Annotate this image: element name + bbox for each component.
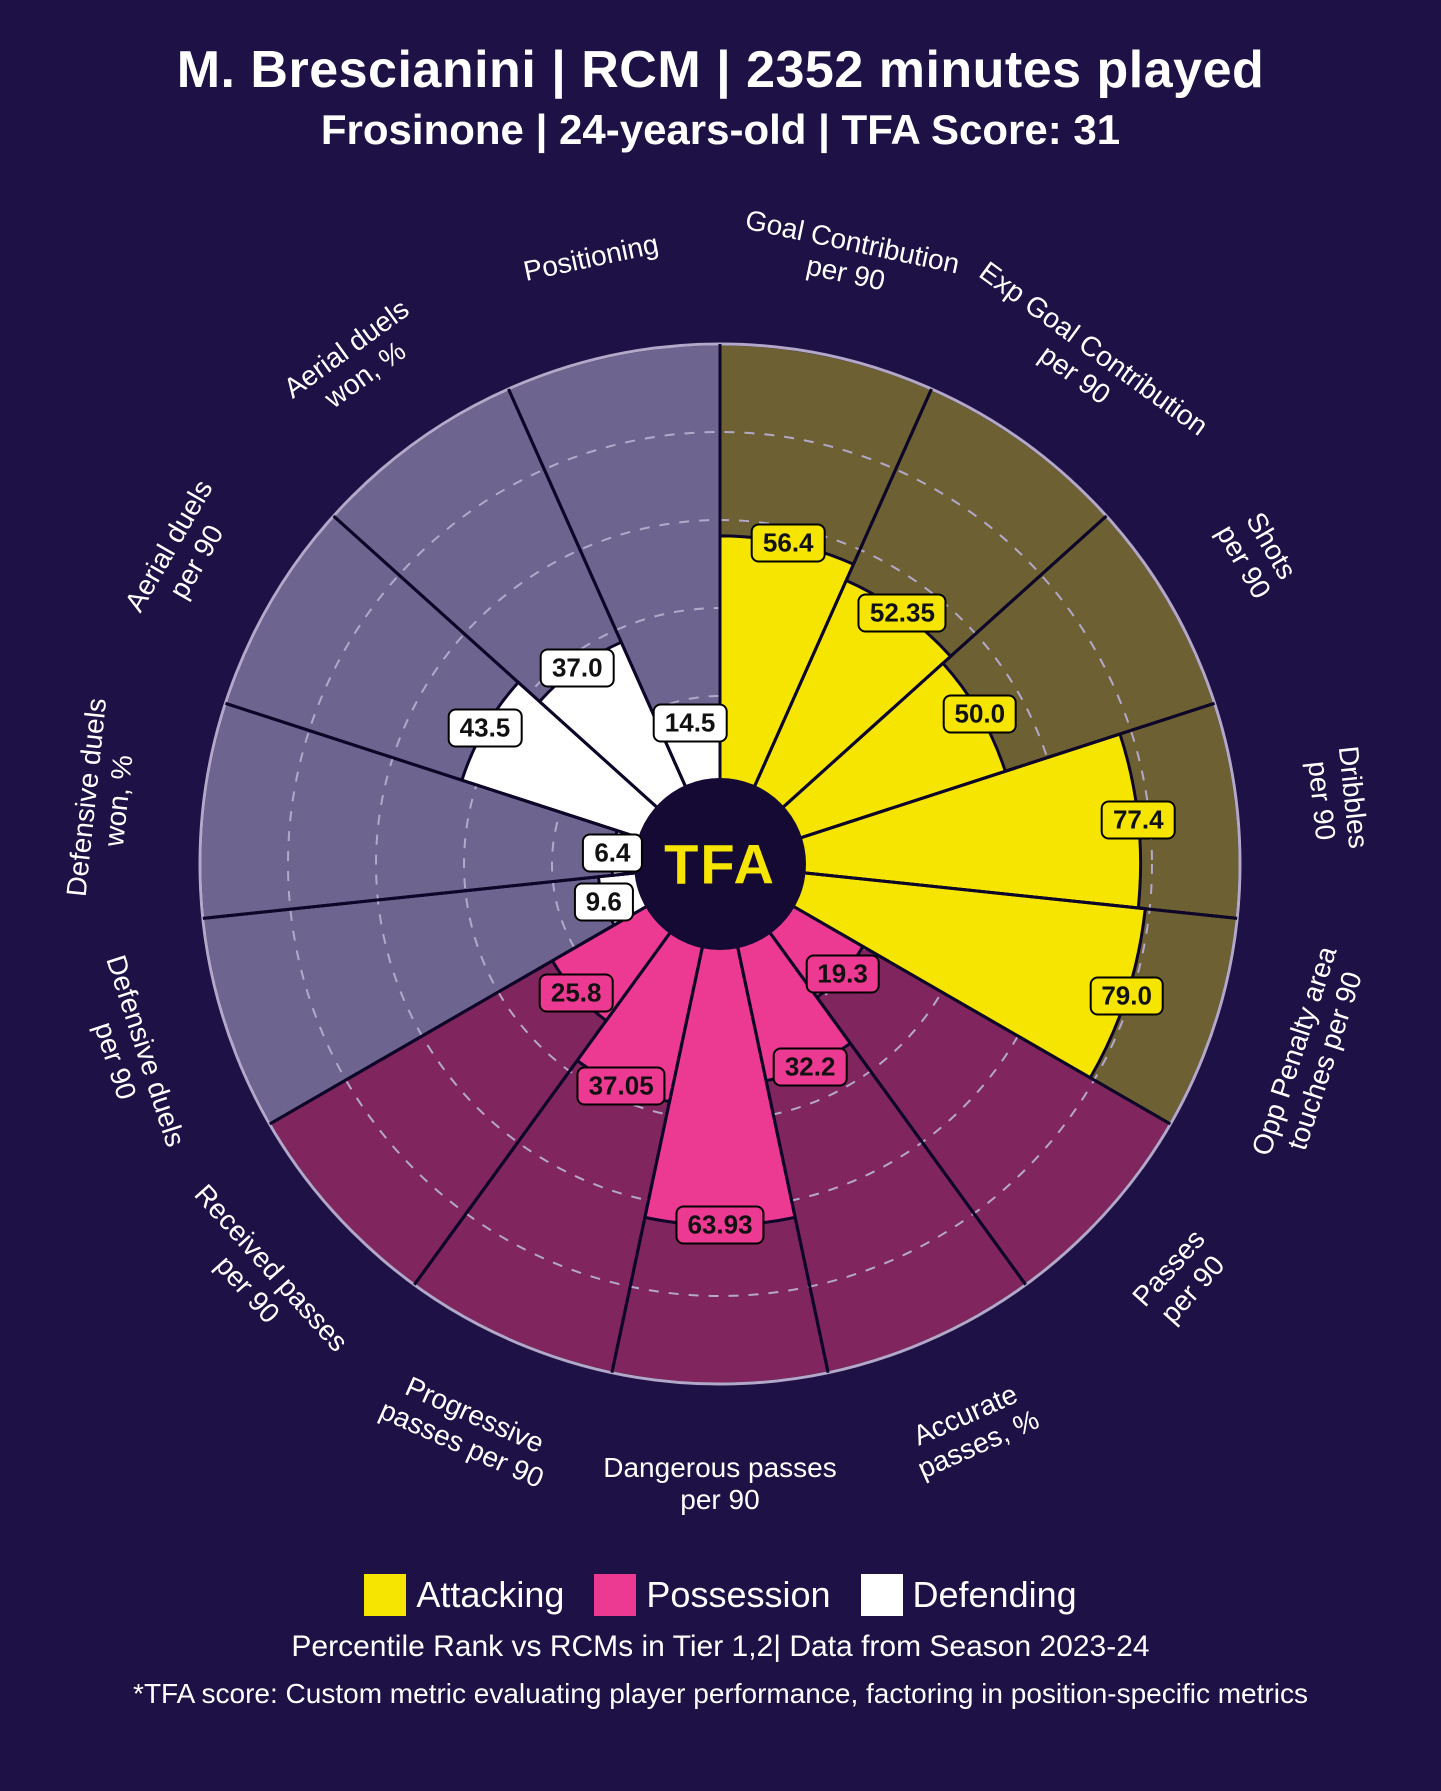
value-label: 79.0	[1089, 977, 1164, 1016]
value-label: 32.2	[773, 1047, 848, 1086]
value-label: 14.5	[653, 704, 728, 743]
legend-swatch	[594, 1574, 636, 1616]
value-label: 37.05	[577, 1067, 666, 1106]
value-label: 9.6	[574, 882, 634, 921]
legend: Attacking Possession Defending	[30, 1574, 1411, 1616]
value-label: 50.0	[942, 695, 1017, 734]
center-logo: TFA	[664, 832, 776, 897]
value-label: 56.4	[751, 524, 826, 563]
value-label: 63.93	[675, 1206, 764, 1245]
legend-swatch	[364, 1574, 406, 1616]
value-label: 25.8	[539, 974, 614, 1013]
metric-label: Dribbles per 90	[1299, 745, 1374, 854]
value-label: 43.5	[448, 709, 523, 748]
chart-subtitle: Frosinone | 24-years-old | TFA Score: 31	[30, 106, 1411, 154]
value-label: 77.4	[1101, 801, 1176, 840]
caption: Percentile Rank vs RCMs in Tier 1,2| Dat…	[30, 1630, 1411, 1664]
radial-chart: TFAGoal Contribution per 9056.4Exp Goal …	[30, 164, 1411, 1564]
legend-label: Attacking	[416, 1574, 564, 1616]
value-label: 52.35	[858, 593, 947, 632]
chart-title: M. Brescianini | RCM | 2352 minutes play…	[30, 40, 1411, 100]
legend-item: Defending	[861, 1574, 1077, 1616]
page-root: M. Brescianini | RCM | 2352 minutes play…	[0, 0, 1441, 1791]
legend-item: Possession	[594, 1574, 830, 1616]
metric-label: Dangerous passes per 90	[603, 1452, 836, 1516]
value-label: 6.4	[582, 833, 642, 872]
legend-item: Attacking	[364, 1574, 564, 1616]
legend-swatch	[861, 1574, 903, 1616]
legend-label: Possession	[646, 1574, 830, 1616]
legend-label: Defending	[913, 1574, 1077, 1616]
footnote: *TFA score: Custom metric evaluating pla…	[30, 1678, 1411, 1710]
value-label: 19.3	[805, 955, 880, 994]
value-label: 37.0	[540, 648, 615, 687]
